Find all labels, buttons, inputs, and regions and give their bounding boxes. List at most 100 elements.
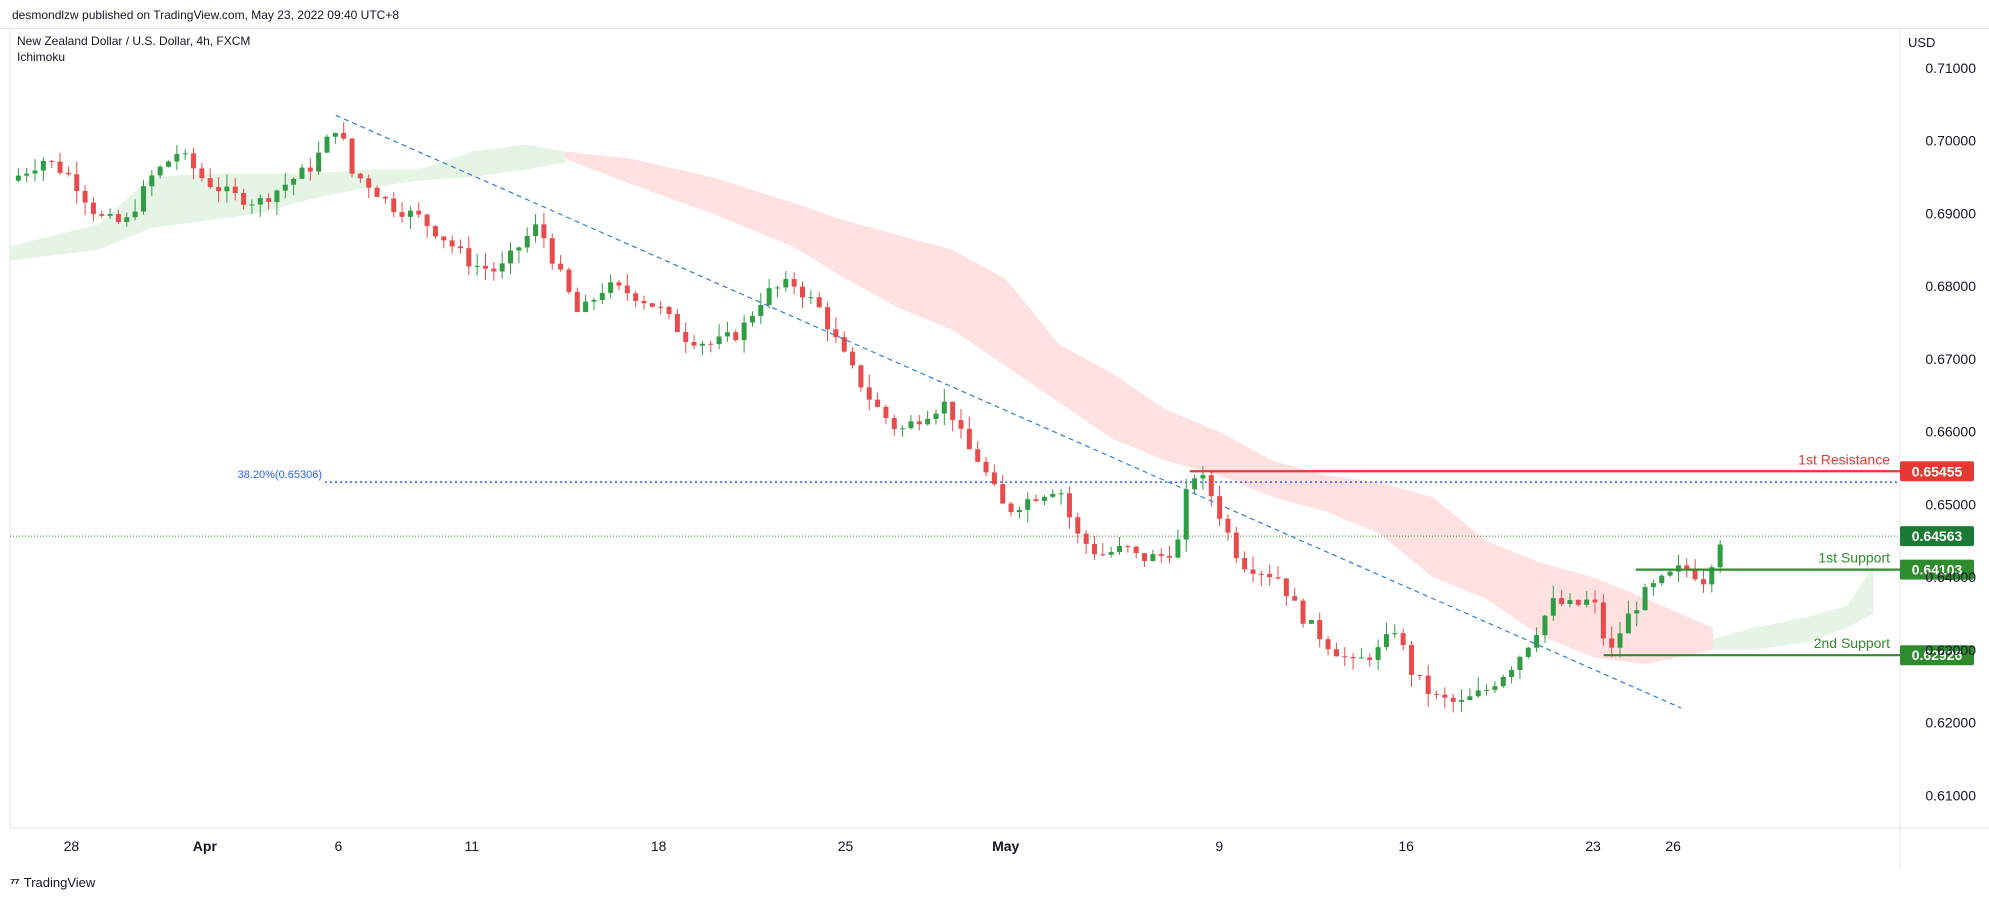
candle-body: [1242, 558, 1248, 570]
candle-body: [474, 265, 480, 267]
candle-body: [1300, 600, 1306, 624]
candle-body: [1192, 478, 1198, 490]
candle-body: [216, 187, 222, 192]
y-tick-label: 0.70000: [1925, 133, 1976, 149]
candle-body: [1400, 633, 1406, 646]
candle-body: [1133, 546, 1139, 554]
candle-body: [1717, 544, 1723, 568]
candle-body: [1525, 647, 1531, 657]
candle-body: [49, 160, 55, 162]
candle-body: [1667, 571, 1673, 576]
x-tick-label: 26: [1665, 838, 1681, 854]
candle-body: [1258, 573, 1264, 575]
candle-body: [1684, 565, 1690, 569]
candle-body: [1383, 634, 1389, 648]
candle-body: [249, 204, 255, 206]
last-price-label: 0.64563: [1912, 528, 1963, 544]
candle-body: [591, 299, 597, 302]
level-name-2: 2nd Support: [1814, 635, 1890, 651]
candle-body: [1617, 633, 1623, 648]
candle-body: [1650, 583, 1656, 588]
candle-body: [391, 198, 397, 213]
candle-body: [925, 418, 931, 425]
ichimoku-cloud-bullish: [10, 144, 566, 261]
candle-body: [749, 315, 755, 323]
price-chart[interactable]: 38.20%(0.65306) 1st Resistance 0.65455 1st …: [0, 28, 1989, 868]
level-name-1: 1st Support: [1818, 550, 1890, 566]
candle-body: [241, 193, 247, 205]
candle-body: [1492, 686, 1498, 690]
candle-body: [1350, 656, 1356, 659]
candle-body: [508, 250, 514, 264]
candle-body: [349, 138, 355, 174]
candle-body: [382, 196, 388, 199]
y-tick-label: 0.69000: [1925, 205, 1976, 221]
candle-body: [566, 269, 572, 292]
level-price-tag-1: [1900, 559, 1974, 580]
candle-body: [941, 401, 947, 414]
candle-body: [232, 186, 238, 194]
candles: [15, 121, 1723, 713]
candle-body: [558, 263, 564, 270]
candle-body: [766, 288, 772, 305]
candle-body: [1075, 517, 1081, 534]
candle-body: [432, 226, 438, 237]
candle-body: [516, 247, 522, 251]
candle-body: [1450, 697, 1456, 702]
chart-title: New Zealand Dollar / U.S. Dollar, 4h, FX…: [17, 34, 250, 48]
candle-body: [724, 332, 730, 337]
candle-body: [783, 279, 789, 288]
candle-body: [374, 187, 380, 197]
candle-body: [1100, 554, 1106, 556]
candle-body: [1592, 599, 1598, 603]
tradingview-logo-icon: ⁷⁷: [10, 875, 20, 890]
x-tick-label: May: [992, 838, 1019, 854]
candle-body: [683, 331, 689, 343]
candle-body: [1200, 475, 1206, 479]
candle-body: [1108, 552, 1114, 555]
candle-body: [499, 263, 505, 272]
candle-body: [875, 399, 881, 407]
candle-body: [1475, 690, 1481, 697]
candle-body: [541, 224, 547, 239]
candle-body: [1250, 569, 1256, 574]
candle-body: [341, 132, 347, 139]
candle-body: [457, 246, 463, 249]
candle-body: [449, 240, 455, 247]
y-tick-label: 0.66000: [1925, 424, 1976, 440]
candle-body: [182, 153, 188, 155]
candle-body: [1066, 493, 1072, 518]
header-bar: desmondlzw published on TradingView.com,…: [0, 0, 1989, 29]
candle-body: [90, 202, 96, 215]
candle-body: [15, 175, 21, 181]
ichimoku-cloud-bullish: [1713, 566, 1874, 650]
candle-body: [1700, 579, 1706, 585]
indicator-label: Ichimoku: [17, 50, 65, 64]
candle-body: [1058, 493, 1064, 495]
candle-body: [299, 167, 305, 179]
candle-body: [975, 449, 981, 462]
x-tick-label: 23: [1585, 838, 1601, 854]
candle-body: [1550, 598, 1556, 616]
y-tick-label: 0.71000: [1925, 60, 1976, 76]
candle-body: [608, 282, 614, 293]
candle-body: [257, 198, 263, 205]
candle-body: [82, 190, 88, 203]
candle-body: [524, 236, 530, 248]
candle-body: [1217, 496, 1223, 519]
last-price-tag: [1900, 526, 1974, 547]
candle-body: [132, 211, 138, 218]
candle-body: [107, 214, 113, 216]
candle-body: [866, 387, 872, 400]
candle-body: [282, 184, 288, 191]
footer-brand[interactable]: ⁷⁷ TradingView: [10, 875, 95, 890]
candle-body: [1408, 645, 1414, 675]
y-tick-label: 0.63000: [1925, 642, 1976, 658]
candle-body: [291, 178, 297, 185]
candle-body: [24, 173, 30, 176]
candle-body: [1609, 638, 1615, 648]
candle-body: [1600, 602, 1606, 639]
candle-body: [1517, 656, 1523, 670]
candle-body: [466, 248, 472, 267]
candle-body: [599, 292, 605, 300]
